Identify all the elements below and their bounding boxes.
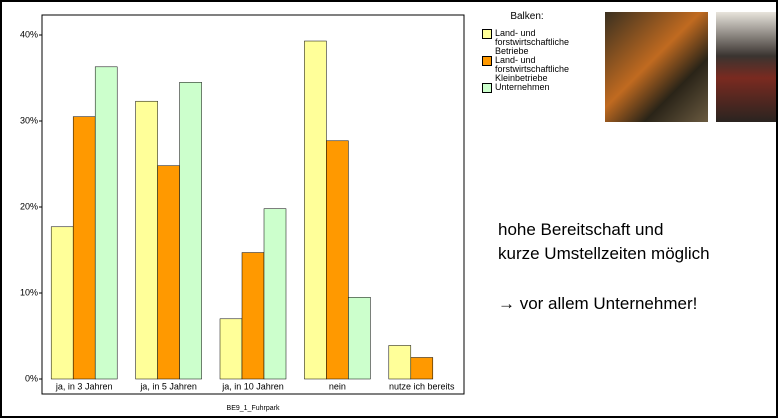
bar — [388, 345, 412, 380]
x-tick-label: nutze ich bereits — [389, 381, 455, 391]
bar — [179, 82, 202, 380]
bar — [135, 100, 158, 380]
legend-swatch — [482, 29, 492, 39]
bar — [304, 40, 327, 380]
legend-item: Unternehmen — [482, 83, 602, 93]
legend-item: Land- und forstwirtschaftliche Kleinbetr… — [482, 56, 602, 83]
legend-swatch — [482, 56, 492, 66]
legend-item: Land- und forstwirtschaftliche Betriebe — [482, 29, 602, 56]
bar — [94, 66, 118, 380]
bar — [241, 252, 265, 380]
x-axis-label: BE9_1_Fuhrpark — [227, 405, 280, 412]
bar — [326, 140, 349, 380]
legend-swatch — [482, 83, 492, 93]
y-tick-label: 30% — [20, 115, 38, 125]
x-tick-label: ja, in 3 Jahren — [55, 381, 113, 391]
y-tick-label: 0% — [25, 373, 38, 383]
legend-title: Balken: — [510, 11, 544, 22]
bar — [72, 116, 96, 380]
legend-label: Land- und forstwirtschaftliche Kleinbetr… — [495, 55, 570, 83]
bar — [410, 357, 434, 380]
x-tick-label: ja, in 5 Jahren — [139, 381, 197, 391]
bar — [157, 165, 180, 380]
bar — [263, 208, 287, 380]
y-tick-label: 10% — [20, 287, 38, 297]
photo — [605, 12, 708, 122]
y-tick-label: 40% — [20, 29, 38, 39]
photo — [716, 12, 776, 122]
x-tick-label: ja, in 10 Jahren — [221, 381, 284, 391]
legend: Balken: Land- und forstwirtschaftliche B… — [482, 12, 602, 93]
x-tick-label: nein — [329, 381, 346, 391]
bar — [348, 297, 371, 380]
annotation: → vor allem Unternehmer! — [498, 294, 698, 313]
legend-label: Unternehmen — [495, 82, 550, 92]
bar — [50, 226, 74, 380]
annotation: hohe Bereitschaft und — [498, 220, 664, 239]
annotation: kurze Umstellzeiten möglich — [498, 244, 710, 263]
y-tick-label: 20% — [20, 201, 38, 211]
bar — [219, 318, 243, 380]
legend-label: Land- und forstwirtschaftliche Betriebe — [495, 28, 570, 56]
